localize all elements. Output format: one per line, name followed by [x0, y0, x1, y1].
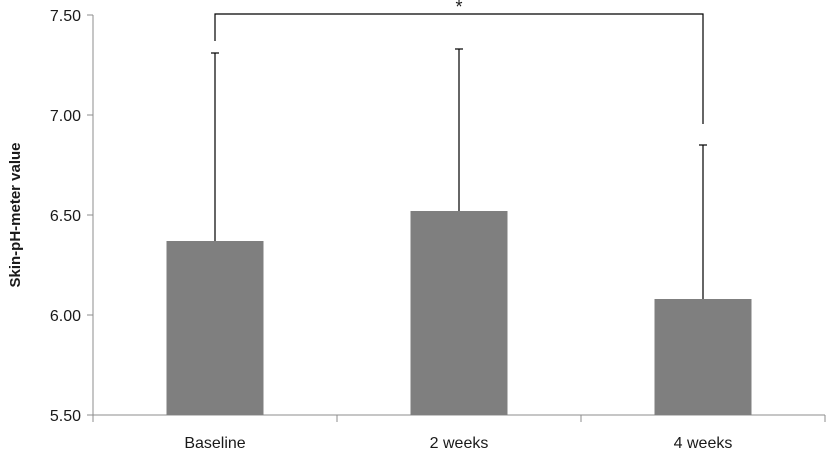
y-tick-label: 6.00 — [50, 308, 81, 325]
significance-label: * — [455, 0, 462, 17]
x-tick-label: Baseline — [184, 435, 245, 452]
y-tick-label: 7.50 — [50, 8, 81, 25]
significance-bracket: * — [214, 0, 704, 124]
bars — [166, 211, 752, 415]
x-tick-label: 4 weeks — [674, 435, 733, 452]
y-tick-label: 7.00 — [50, 108, 81, 125]
x-tick-label: 2 weeks — [430, 435, 489, 452]
bar — [410, 211, 508, 415]
bar — [166, 241, 264, 415]
x-axis: Baseline 2 weeks 4 weeks — [92, 414, 826, 452]
error-bars — [211, 48, 707, 299]
significance-line — [214, 13, 704, 124]
y-tick-label: 6.50 — [50, 208, 81, 225]
bar — [654, 299, 752, 415]
y-axis-title: Skin-pH-meter value — [7, 142, 24, 287]
y-axis: 5.50 6.00 6.50 7.00 7.50 — [50, 8, 94, 425]
y-tick-label: 5.50 — [50, 408, 81, 425]
